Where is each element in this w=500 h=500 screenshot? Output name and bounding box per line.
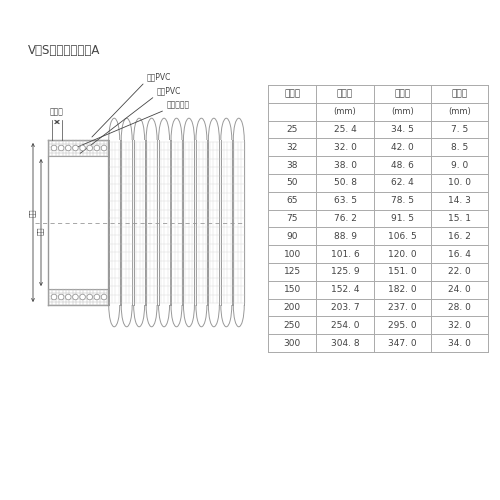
Text: 外径: 外径 bbox=[28, 208, 35, 217]
Text: 34. 5: 34. 5 bbox=[391, 125, 413, 134]
Text: 硬質PVC: 硬質PVC bbox=[147, 72, 172, 81]
Text: 16. 4: 16. 4 bbox=[448, 250, 471, 258]
Text: 101. 6: 101. 6 bbox=[330, 250, 360, 258]
Text: 63. 5: 63. 5 bbox=[334, 196, 356, 205]
Text: 外　径: 外 径 bbox=[394, 90, 410, 98]
Text: 10. 0: 10. 0 bbox=[448, 178, 471, 188]
Text: 150: 150 bbox=[284, 285, 301, 294]
Text: 237. 0: 237. 0 bbox=[388, 303, 416, 312]
Circle shape bbox=[66, 294, 71, 300]
Text: 88. 9: 88. 9 bbox=[334, 232, 356, 241]
Text: 100: 100 bbox=[284, 250, 301, 258]
Text: (mm): (mm) bbox=[334, 107, 356, 116]
Text: 65: 65 bbox=[286, 196, 298, 205]
Text: 203. 7: 203. 7 bbox=[330, 303, 360, 312]
Text: 補強コード: 補強コード bbox=[167, 100, 190, 109]
Text: 48. 6: 48. 6 bbox=[391, 160, 413, 170]
Text: 78. 5: 78. 5 bbox=[390, 196, 413, 205]
Circle shape bbox=[58, 294, 64, 300]
Text: 内　径: 内 径 bbox=[337, 90, 353, 98]
Text: 151. 0: 151. 0 bbox=[388, 268, 416, 276]
Circle shape bbox=[72, 145, 78, 151]
Text: 50. 8: 50. 8 bbox=[334, 178, 356, 188]
Text: ピッチ: ピッチ bbox=[50, 107, 64, 116]
Circle shape bbox=[94, 294, 100, 300]
Text: 24. 0: 24. 0 bbox=[448, 285, 471, 294]
Text: 182. 0: 182. 0 bbox=[388, 285, 416, 294]
Text: 62. 4: 62. 4 bbox=[391, 178, 413, 188]
Text: 内径: 内径 bbox=[36, 226, 44, 235]
Text: サイズ: サイズ bbox=[284, 90, 300, 98]
Text: 304. 8: 304. 8 bbox=[330, 338, 360, 347]
Text: 91. 5: 91. 5 bbox=[390, 214, 413, 223]
Text: 152. 4: 152. 4 bbox=[331, 285, 359, 294]
Text: 200: 200 bbox=[284, 303, 301, 312]
Circle shape bbox=[87, 294, 92, 300]
Text: 16. 2: 16. 2 bbox=[448, 232, 471, 241]
Text: ピッチ: ピッチ bbox=[452, 90, 468, 98]
Text: 14. 3: 14. 3 bbox=[448, 196, 471, 205]
Text: 7. 5: 7. 5 bbox=[451, 125, 468, 134]
Circle shape bbox=[58, 145, 64, 151]
Text: 347. 0: 347. 0 bbox=[388, 338, 416, 347]
Text: 50: 50 bbox=[286, 178, 298, 188]
Text: 32: 32 bbox=[286, 143, 298, 152]
Text: 15. 1: 15. 1 bbox=[448, 214, 471, 223]
Circle shape bbox=[51, 294, 57, 300]
Text: 8. 5: 8. 5 bbox=[451, 143, 468, 152]
Text: 120. 0: 120. 0 bbox=[388, 250, 416, 258]
Text: 125. 9: 125. 9 bbox=[330, 268, 360, 276]
Text: 106. 5: 106. 5 bbox=[388, 232, 416, 241]
Text: 295. 0: 295. 0 bbox=[388, 321, 416, 330]
Text: 76. 2: 76. 2 bbox=[334, 214, 356, 223]
Circle shape bbox=[80, 294, 86, 300]
Text: 125: 125 bbox=[284, 268, 301, 276]
Circle shape bbox=[101, 294, 107, 300]
Text: 300: 300 bbox=[284, 338, 301, 347]
Text: 32. 0: 32. 0 bbox=[448, 321, 471, 330]
Text: 軟質PVC: 軟質PVC bbox=[157, 86, 182, 95]
Text: (mm): (mm) bbox=[448, 107, 471, 116]
Circle shape bbox=[87, 145, 92, 151]
Text: 250: 250 bbox=[284, 321, 301, 330]
Circle shape bbox=[80, 145, 86, 151]
Text: 9. 0: 9. 0 bbox=[451, 160, 468, 170]
Text: 25: 25 bbox=[286, 125, 298, 134]
Text: 254. 0: 254. 0 bbox=[331, 321, 359, 330]
Text: 32. 0: 32. 0 bbox=[334, 143, 356, 152]
Text: 42. 0: 42. 0 bbox=[391, 143, 413, 152]
Text: V．S．カナラインA: V．S．カナラインA bbox=[28, 44, 101, 57]
Text: 90: 90 bbox=[286, 232, 298, 241]
Text: 75: 75 bbox=[286, 214, 298, 223]
Text: 22. 0: 22. 0 bbox=[448, 268, 471, 276]
Text: (mm): (mm) bbox=[391, 107, 413, 116]
Text: 25. 4: 25. 4 bbox=[334, 125, 356, 134]
Circle shape bbox=[72, 294, 78, 300]
Circle shape bbox=[101, 145, 107, 151]
Text: 38: 38 bbox=[286, 160, 298, 170]
Circle shape bbox=[94, 145, 100, 151]
Text: 38. 0: 38. 0 bbox=[334, 160, 356, 170]
Text: 34. 0: 34. 0 bbox=[448, 338, 471, 347]
Circle shape bbox=[66, 145, 71, 151]
Circle shape bbox=[51, 145, 57, 151]
Text: 28. 0: 28. 0 bbox=[448, 303, 471, 312]
